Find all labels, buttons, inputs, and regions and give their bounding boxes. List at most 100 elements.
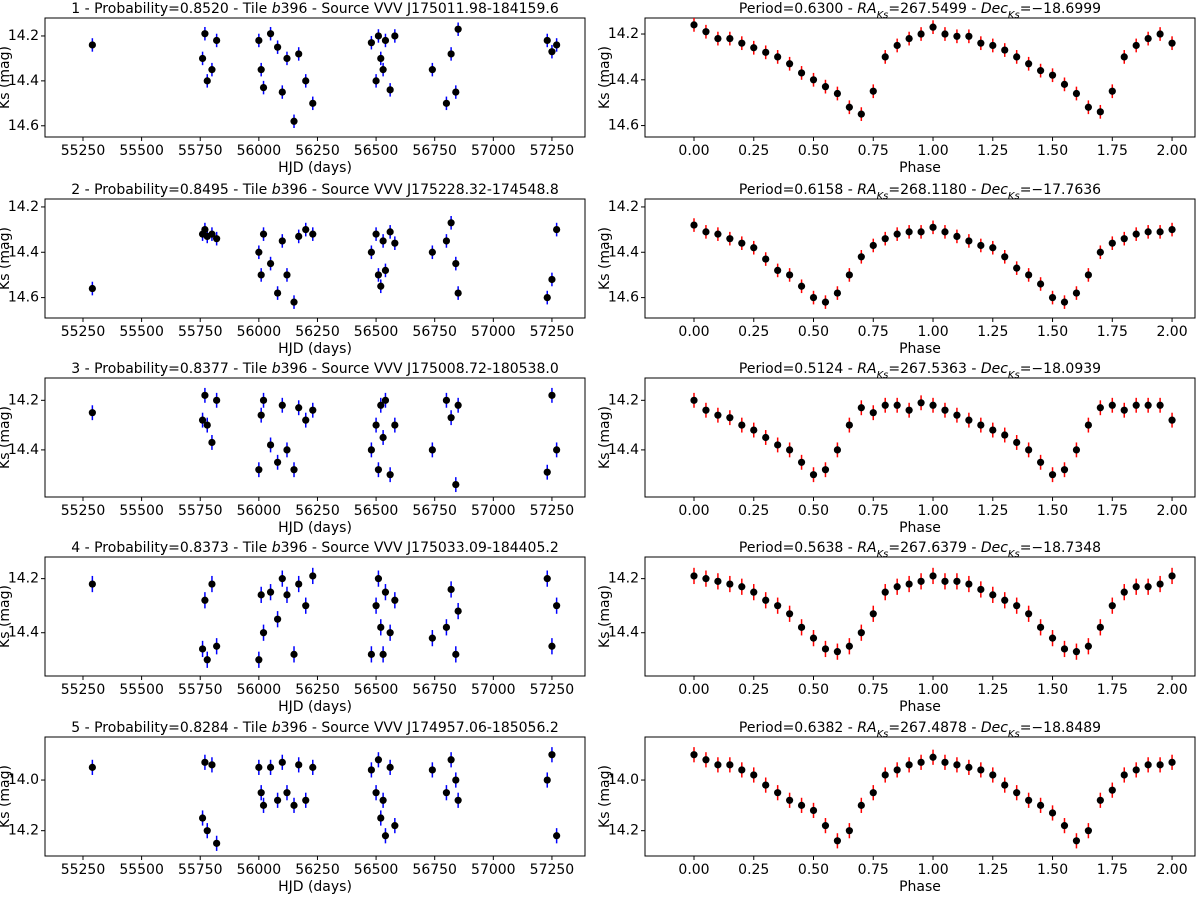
x-tick-label: 56250 <box>295 143 340 159</box>
title-part: RA <box>857 361 876 377</box>
data-point <box>213 36 221 45</box>
panel-title: 1 - Probability=0.8520 - Tile b396 - Sou… <box>71 1 559 17</box>
data-point <box>442 99 451 107</box>
data-point <box>1168 39 1176 47</box>
x-tick-label: 1.50 <box>1037 503 1068 519</box>
x-tick-label: 0.25 <box>738 143 769 159</box>
x-tick-label: 56500 <box>354 143 399 159</box>
x-tick-label: 1.50 <box>1037 862 1068 878</box>
data-point <box>1084 271 1092 279</box>
data-point <box>833 89 842 98</box>
x-tick-label: 1.50 <box>1037 324 1068 340</box>
data-point <box>845 642 853 650</box>
panel-title: Period=0.6300 - RAKs=267.5499 - DecKs=−1… <box>739 1 1101 21</box>
panel-title: 5 - Probability=0.8284 - Tile b396 - Sou… <box>71 720 558 736</box>
data-point <box>1168 572 1176 580</box>
data-point <box>1001 46 1009 54</box>
data-point <box>1025 610 1033 618</box>
data-point <box>1001 596 1009 604</box>
data-point <box>821 83 830 91</box>
data-point <box>377 401 385 409</box>
data-point <box>447 219 455 227</box>
data-point <box>881 588 889 596</box>
x-tick-label: 55750 <box>178 324 223 340</box>
data-point <box>786 610 794 618</box>
data-point <box>454 607 462 615</box>
data-point <box>381 36 390 45</box>
data-point <box>1013 602 1021 610</box>
data-point <box>447 50 455 58</box>
data-point <box>702 575 710 583</box>
data-point <box>452 88 460 96</box>
data-point <box>977 241 985 250</box>
x-tick-label: 1.75 <box>1097 682 1128 698</box>
x-tick-label: 2.00 <box>1156 862 1187 878</box>
data-point <box>809 76 818 84</box>
x-tick-label: 1.75 <box>1097 503 1128 519</box>
data-point <box>553 41 561 49</box>
data-point <box>797 69 806 77</box>
y-axis-label: Ks (mag) <box>0 46 13 109</box>
data-point <box>833 289 842 297</box>
x-tick-label: 55250 <box>61 682 106 698</box>
x-axis-label: Phase <box>899 160 941 176</box>
data-point <box>283 446 291 454</box>
data-point <box>553 446 561 454</box>
x-tick-label: 0.25 <box>738 324 769 340</box>
data-point <box>714 761 722 769</box>
data-point <box>543 575 551 583</box>
data-point <box>762 433 770 442</box>
data-point <box>1096 404 1104 412</box>
title-part: Ks <box>877 729 889 740</box>
data-point <box>690 396 698 404</box>
x-tick-label: 56500 <box>354 682 399 698</box>
data-point <box>965 416 973 424</box>
data-point <box>762 255 770 263</box>
data-point <box>1084 642 1092 650</box>
data-point <box>1084 421 1092 429</box>
data-point <box>274 43 282 51</box>
data-point <box>953 32 961 40</box>
data-point <box>257 271 265 279</box>
data-point <box>893 401 901 409</box>
data-point <box>1156 580 1164 588</box>
data-point <box>391 239 399 247</box>
x-tick-label: 0.75 <box>858 682 889 698</box>
data-point <box>203 421 211 429</box>
data-point <box>1156 401 1164 409</box>
data-point <box>381 396 390 404</box>
title-part: b <box>272 182 281 198</box>
data-point <box>953 232 961 240</box>
x-tick-label: 57250 <box>530 682 575 698</box>
x-tick-label: 56750 <box>412 143 457 159</box>
data-point <box>881 771 889 779</box>
title-part: Dec <box>981 361 1008 377</box>
panel-title: Period=0.5124 - RAKs=267.5363 - DecKs=−1… <box>739 361 1101 381</box>
title-part: =−17.7636 <box>1020 182 1101 198</box>
data-point <box>201 391 209 399</box>
data-point <box>1060 822 1069 830</box>
data-point <box>1108 602 1116 610</box>
x-tick-label: 56250 <box>295 862 340 878</box>
axes-frame <box>644 17 1196 138</box>
data-point <box>88 580 96 588</box>
y-tick-label: 14.4 <box>608 625 639 641</box>
data-point <box>905 761 913 769</box>
y-tick-label: 14.4 <box>8 73 39 89</box>
data-point <box>738 583 746 591</box>
data-point <box>857 629 865 637</box>
data-point <box>1108 401 1116 409</box>
x-tick-label: 55250 <box>61 143 106 159</box>
y-tick-label: 14.2 <box>608 823 639 839</box>
data-point <box>953 577 961 585</box>
title-part: RA <box>857 720 876 736</box>
data-point <box>213 396 221 404</box>
x-tick-label: 57250 <box>530 324 575 340</box>
title-part: 396 - Source VVV J175011.98-184159.6 <box>281 1 559 17</box>
x-tick-label: 1.75 <box>1097 143 1128 159</box>
x-tick-label: 2.00 <box>1156 324 1187 340</box>
data-point <box>1120 771 1128 779</box>
x-axis-label: Phase <box>899 879 941 895</box>
data-point <box>797 458 806 466</box>
panel-title: 4 - Probability=0.8373 - Tile b396 - Sou… <box>71 540 558 556</box>
